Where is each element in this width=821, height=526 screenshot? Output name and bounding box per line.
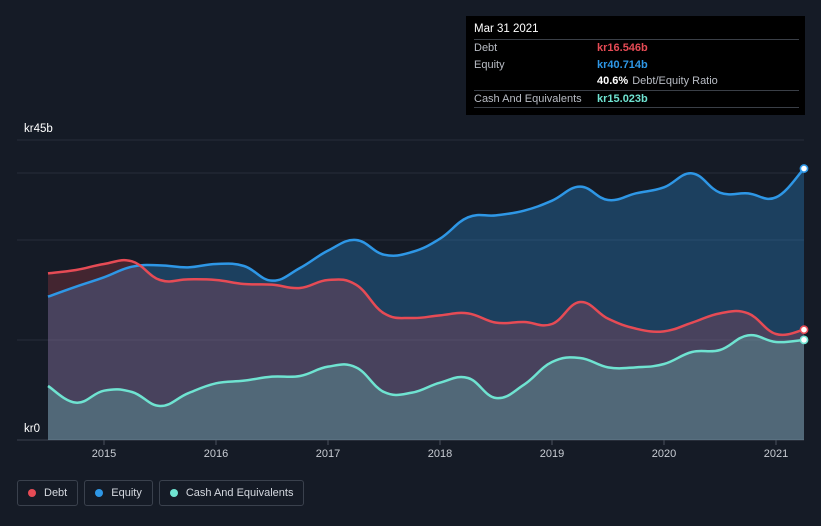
- x-tick-label: 2017: [316, 448, 340, 460]
- tooltip-debt-label: Debt: [474, 42, 498, 55]
- tooltip-panel: Mar 31 2021 Debt kr16.546b Equity kr40.7…: [466, 16, 805, 115]
- legend-label-debt: Debt: [44, 487, 68, 499]
- axes: kr45b kr0 2015 2016 2017 2018 2019 2020 2021: [24, 123, 788, 460]
- x-tick-label: 2021: [764, 448, 788, 460]
- line-debt: [47, 258, 805, 337]
- x-tick-label: 2016: [204, 448, 228, 460]
- legend-label-cash: Cash And Equivalents: [185, 487, 294, 499]
- tooltip-debt-value: kr16.546b: [597, 42, 648, 55]
- area-equity: [48, 168, 804, 440]
- debt-dot-icon: [28, 489, 36, 497]
- tooltip-cash-value: kr15.023b: [597, 92, 648, 105]
- tooltip-equity-value: kr40.714b: [597, 58, 648, 71]
- tooltip-cash-label: Cash And Equivalents: [474, 92, 582, 105]
- y-tick-label-bottom: kr0: [24, 423, 40, 435]
- tooltip-ratio-value: 40.6%: [597, 75, 629, 88]
- legend-item-equity[interactable]: Equity: [84, 480, 153, 506]
- tooltip-row-ratio: 40.6% Debt/Equity Ratio: [474, 73, 799, 90]
- y-tick-label-top: kr45b: [24, 123, 53, 135]
- legend-item-cash[interactable]: Cash And Equivalents: [158, 480, 305, 506]
- tooltip-date: Mar 31 2021: [474, 23, 539, 35]
- area-debt: [48, 260, 804, 440]
- x-tick-label: 2019: [540, 448, 564, 460]
- legend: Debt Equity Cash And Equivalents: [17, 480, 310, 506]
- legend-item-debt[interactable]: Debt: [17, 480, 79, 506]
- end-markers: [799, 164, 809, 345]
- tooltip-equity-label: Equity: [474, 58, 505, 71]
- tooltip-row-debt: Debt kr16.546b: [474, 39, 799, 57]
- equity-dot-icon: [95, 489, 104, 497]
- line-cash-and-equivalents: [47, 333, 805, 408]
- end-marker-equity: [799, 164, 809, 173]
- x-tick-label: 2015: [92, 448, 116, 460]
- x-tick-label: 2020: [652, 448, 676, 460]
- series-lines: [47, 167, 805, 408]
- tooltip-ratio-label: Debt/Equity Ratio: [632, 75, 718, 88]
- tooltip-row-equity: Equity kr40.714b: [474, 57, 799, 74]
- legend-label-equity: Equity: [111, 487, 142, 499]
- grid: [17, 139, 804, 441]
- end-marker-debt: [799, 325, 809, 335]
- area-cash-and-equivalents: [48, 335, 804, 440]
- cash-dot-icon: [169, 489, 178, 497]
- end-marker-cash-and-equivalents: [799, 335, 809, 345]
- tooltip-row-cash: Cash And Equivalents kr15.023b: [474, 89, 799, 108]
- series-areas: [48, 168, 804, 440]
- x-tick-label: 2018: [428, 448, 452, 460]
- line-equity: [47, 167, 805, 298]
